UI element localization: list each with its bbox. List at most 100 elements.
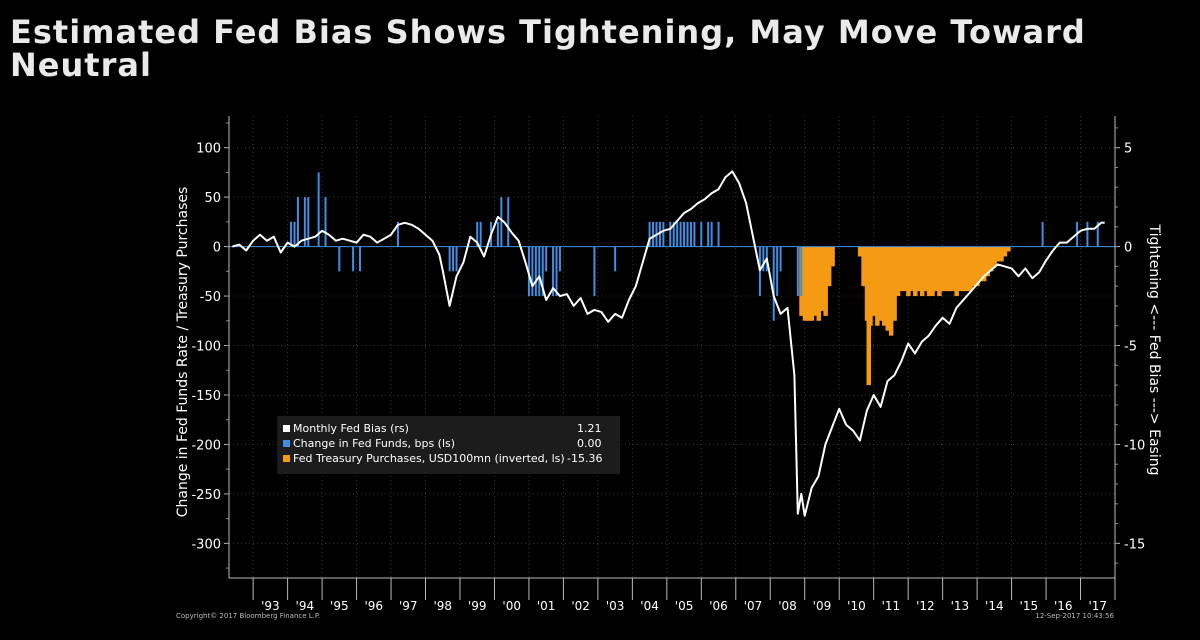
purchase-bar xyxy=(975,246,980,287)
fedfunds-bar xyxy=(531,246,534,297)
purchase-bar xyxy=(981,246,987,282)
purchase-bar xyxy=(913,246,918,297)
fedfunds-bar xyxy=(762,246,765,272)
timestamp-text: 12-Sep-2017 10:43:56 xyxy=(1035,612,1114,620)
legend-swatch-fedfunds xyxy=(283,440,290,447)
fedfunds-bar xyxy=(290,221,293,247)
purchase-bar xyxy=(961,246,966,292)
fedfunds-bar xyxy=(593,246,596,297)
legend-label-fedfunds: Change in Fed Funds, bps (ls) xyxy=(293,437,455,450)
y-tick-label: -300 xyxy=(191,537,221,552)
fedfunds-bar xyxy=(710,221,713,247)
fedfunds-bar xyxy=(648,221,651,247)
purchase-bar xyxy=(988,246,994,272)
purchase-bar xyxy=(926,246,932,297)
fedfunds-bar xyxy=(558,246,561,272)
fedfunds-bar xyxy=(293,221,296,247)
purchase-bar xyxy=(964,246,970,292)
purchase-bar xyxy=(944,246,949,292)
purchase-bar xyxy=(802,246,808,321)
purchase-bar xyxy=(823,246,828,316)
fedfunds-bar xyxy=(800,246,803,297)
fedfunds-bar xyxy=(507,197,510,247)
purchase-bar xyxy=(826,246,832,287)
purchase-bar xyxy=(813,246,818,316)
x-tick-label: '11 xyxy=(882,599,901,613)
fedfunds-bar xyxy=(552,246,555,297)
y-tick-label: 50 xyxy=(204,191,221,206)
y-tick-label: -150 xyxy=(191,389,221,404)
purchase-bar xyxy=(830,246,835,267)
purchase-bar xyxy=(1002,246,1008,257)
fedfunds-bar xyxy=(541,246,544,297)
purchase-bar xyxy=(895,246,901,297)
purchase-bar xyxy=(902,246,908,292)
legend-value-purchases: -15.36 xyxy=(567,452,602,465)
chart-title: Estimated Fed Bias Shows Tightening, May… xyxy=(10,13,1086,84)
x-tick-label: '05 xyxy=(675,599,694,613)
x-tick-label: '97 xyxy=(399,599,418,613)
fedfunds-bar xyxy=(555,246,558,297)
purchase-bar xyxy=(888,246,894,336)
legend-box xyxy=(277,416,620,474)
y-tick-label: -100 xyxy=(191,340,221,355)
purchase-bar xyxy=(937,246,942,297)
legend: Monthly Fed Bias (rs) 1.21 Change in Fed… xyxy=(277,416,620,474)
y2-axis-label: Tightening <--- Fed Bias ---> Easing xyxy=(1146,224,1162,476)
purchase-bar xyxy=(1006,246,1011,252)
fedfunds-bar xyxy=(396,221,399,247)
fedfunds-bar xyxy=(500,197,503,247)
fedfunds-bar xyxy=(779,246,782,272)
purchase-bar xyxy=(878,246,884,321)
fedfunds-bar xyxy=(1086,221,1089,247)
legend-label-bias: Monthly Fed Bias (rs) xyxy=(293,422,409,435)
y-tick-label: -200 xyxy=(191,438,221,453)
fed-funds-series xyxy=(290,172,1099,321)
fedfunds-bar xyxy=(776,246,779,297)
purchase-bar xyxy=(806,246,811,321)
fedfunds-bar xyxy=(296,197,299,247)
x-tick-label: '17 xyxy=(1088,599,1107,613)
copyright-text: Copyright© 2017 Bloomberg Finance L.P. xyxy=(176,612,321,620)
fedfunds-bar xyxy=(693,221,696,247)
fedfunds-bar xyxy=(652,221,655,247)
x-tick-label: '14 xyxy=(985,599,1004,613)
fedfunds-bar xyxy=(479,221,482,247)
fedfunds-bar xyxy=(303,197,306,247)
purchase-bar xyxy=(999,246,1004,262)
fedfunds-bar xyxy=(689,221,692,247)
x-tick-label: '16 xyxy=(1054,599,1073,613)
fedfunds-bar xyxy=(476,221,479,247)
y-tick-label: -50 xyxy=(200,290,221,305)
fedfunds-bar xyxy=(679,221,682,247)
y-axis-label: Change in Fed Funds Rate / Treasury Purc… xyxy=(175,187,191,518)
x-tick-label: '01 xyxy=(537,599,556,613)
purchase-bar xyxy=(933,246,939,292)
purchase-bar xyxy=(992,246,997,267)
purchase-bar xyxy=(899,246,904,292)
purchase-bar xyxy=(957,246,963,292)
y2-tick-label: 0 xyxy=(1124,241,1132,256)
grid-lines xyxy=(229,116,1115,578)
fedfunds-bar xyxy=(672,221,675,247)
fedfunds-bar xyxy=(338,246,341,272)
x-tick-label: '04 xyxy=(640,599,659,613)
legend-value-bias: 1.21 xyxy=(577,422,602,435)
x-tick-label: '94 xyxy=(296,599,315,613)
fedfunds-bar xyxy=(700,221,703,247)
x-tick-label: '15 xyxy=(1020,599,1039,613)
fedfunds-bar xyxy=(538,246,541,297)
purchase-bar xyxy=(916,246,921,292)
purchase-bar xyxy=(909,246,915,292)
legend-label-purchases: Fed Treasury Purchases, USD100mn (invert… xyxy=(293,452,565,465)
y-tick-label: -250 xyxy=(191,488,221,503)
x-tick-label: '03 xyxy=(606,599,625,613)
fedfunds-bar xyxy=(662,221,665,247)
x-tick-label: '00 xyxy=(502,599,521,613)
fedfunds-bar xyxy=(1096,221,1099,247)
purchase-bar xyxy=(868,246,873,326)
purchase-bar xyxy=(954,246,959,297)
fedfunds-bar xyxy=(455,246,458,272)
y2-tick-label: -5 xyxy=(1124,340,1137,355)
